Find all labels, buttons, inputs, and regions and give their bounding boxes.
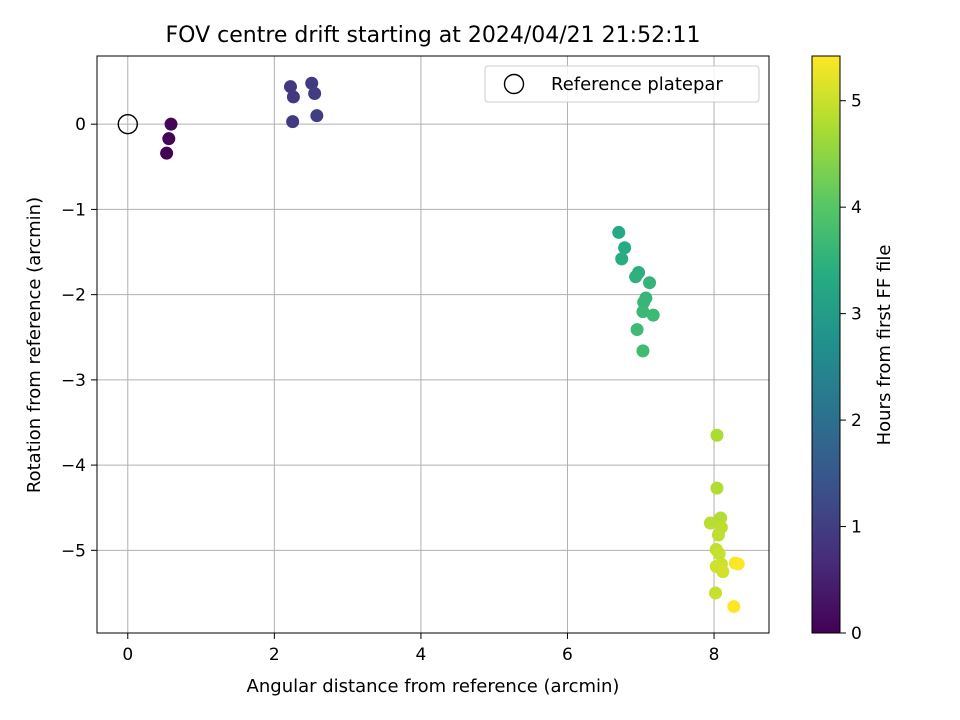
colorbar-tick-label: 3	[851, 305, 862, 325]
data-point	[716, 565, 730, 579]
data-point	[731, 557, 745, 571]
legend-box	[484, 65, 760, 103]
colorbar-tick-label: 4	[851, 198, 862, 218]
colorbar-gradient	[811, 55, 841, 634]
data-point	[646, 308, 660, 322]
data-point	[710, 428, 724, 442]
data-point	[310, 109, 324, 123]
data-point	[612, 225, 626, 239]
x-axis-label: Angular distance from reference (arcmin)	[247, 676, 620, 697]
colorbar-label: Hours from first FF file	[874, 245, 895, 446]
colorbar-tick-label: 1	[851, 518, 862, 538]
colorbar-tick-label: 0	[851, 624, 862, 644]
colorbar-tick-label: 2	[851, 411, 862, 431]
data-point	[712, 547, 726, 561]
data-point	[615, 252, 629, 266]
colorbar-tick-label: 5	[851, 92, 862, 112]
data-point	[160, 146, 174, 160]
plot-area	[96, 55, 770, 634]
y-tick-label: 0	[75, 115, 86, 135]
data-point	[618, 241, 632, 255]
data-point	[283, 80, 297, 94]
data-point	[305, 76, 319, 90]
data-point	[711, 528, 725, 542]
colorbar: 0 1 2 3 4 5 Hours from first FF file	[811, 55, 895, 644]
reference-marker	[117, 113, 138, 135]
x-tick-label: 0	[122, 645, 133, 665]
data-point	[714, 511, 728, 525]
data-point	[710, 481, 724, 495]
axis-ticks: 0 2 4 6 8 0 −1 −2 −3 −4 −5	[61, 115, 720, 665]
data-point	[164, 117, 178, 131]
x-tick-label: 6	[562, 645, 573, 665]
data-point	[636, 344, 650, 358]
data-points	[117, 76, 745, 614]
legend-entry: Reference platepar	[551, 74, 723, 95]
data-point	[643, 276, 657, 290]
data-point	[162, 132, 176, 146]
x-tick-label: 8	[709, 645, 720, 665]
y-tick-label: −2	[61, 286, 86, 306]
y-axis-label: Rotation from reference (arcmin)	[24, 197, 45, 493]
x-tick-label: 4	[415, 645, 426, 665]
data-point	[286, 90, 300, 104]
data-point	[308, 87, 322, 101]
y-tick-label: −4	[61, 456, 86, 476]
grid	[97, 56, 769, 633]
x-tick-label: 2	[269, 645, 280, 665]
y-tick-label: −5	[61, 541, 86, 561]
data-point	[629, 270, 643, 284]
data-point	[286, 115, 300, 129]
chart-title: FOV centre drift starting at 2024/04/21 …	[166, 23, 701, 48]
legend: Reference platepar	[484, 65, 760, 103]
legend-marker	[503, 73, 525, 95]
data-point	[703, 516, 717, 530]
data-point	[636, 305, 650, 319]
data-point	[637, 295, 651, 309]
y-tick-label: −3	[61, 371, 86, 391]
data-point	[630, 323, 644, 337]
y-tick-label: −1	[61, 200, 86, 220]
data-point	[709, 586, 723, 600]
colorbar-ticks: 0 1 2 3 4 5	[840, 92, 862, 644]
data-point	[727, 600, 741, 614]
